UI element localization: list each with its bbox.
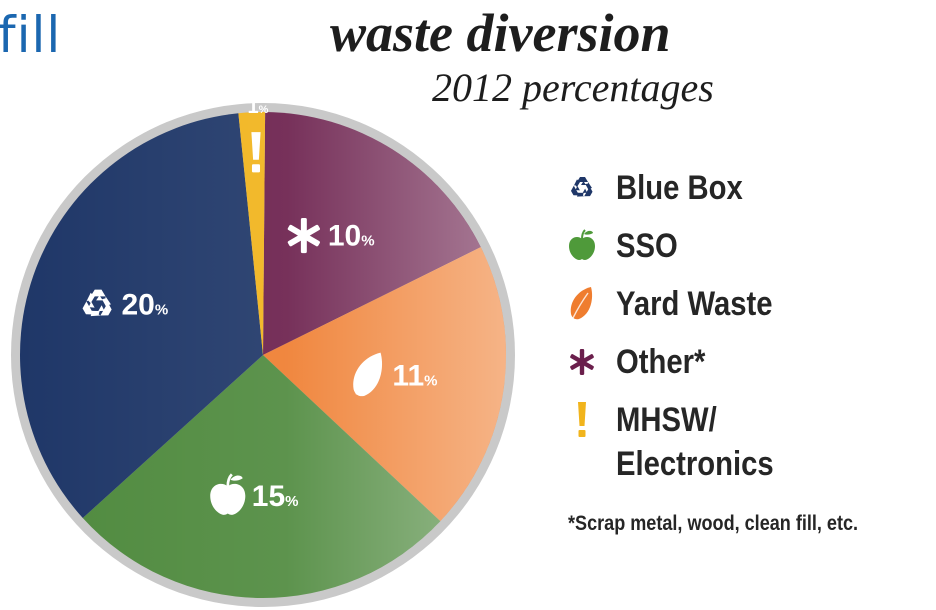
chart-title: waste diversion [330,3,671,63]
footnote: *Scrap metal, wood, clean fill, etc. [568,512,859,535]
slice-value: 10% [328,220,375,253]
slice-label-yard: 11% [353,352,437,397]
slice-label-bluebox: 20% [82,288,168,321]
chart-subtitle: 2012 percentages [432,65,714,110]
recycle-icon [82,289,112,317]
legend-label: SSO [616,227,678,265]
legend-item-other: Other* [562,340,922,398]
cropped-text: fill [0,6,62,64]
legend-label: Other* [616,343,706,381]
legend-label: MHSW/ Electronics [616,401,774,483]
legend-label: Blue Box [616,169,743,207]
pie-chart: 10%11%15%20%1% [11,96,515,607]
apple-icon [210,473,246,515]
legend-item-mhsw: MHSW/ Electronics [562,398,922,518]
pie-gloss [20,112,506,598]
slice-label-other: 10% [287,218,375,254]
legend-item-blue-box: Blue Box [562,166,922,224]
exclamation-icon [562,398,602,442]
legend-label: Yard Waste [616,285,773,323]
slice-value: 20% [121,288,168,321]
asterisk-icon [287,218,320,254]
legend-item-yard-waste: Yard Waste [562,282,922,340]
leaf-icon [353,352,383,397]
exclamation-icon [251,132,261,173]
recycle-icon [562,166,602,210]
slice-value: 1% [248,96,269,118]
legend: Blue Box SSO Yard Waste Other* MHSW/ Ele… [562,166,922,518]
leaf-icon [562,282,602,326]
asterisk-icon [562,340,602,384]
legend-item-sso: SSO [562,224,922,282]
apple-icon [562,224,602,268]
